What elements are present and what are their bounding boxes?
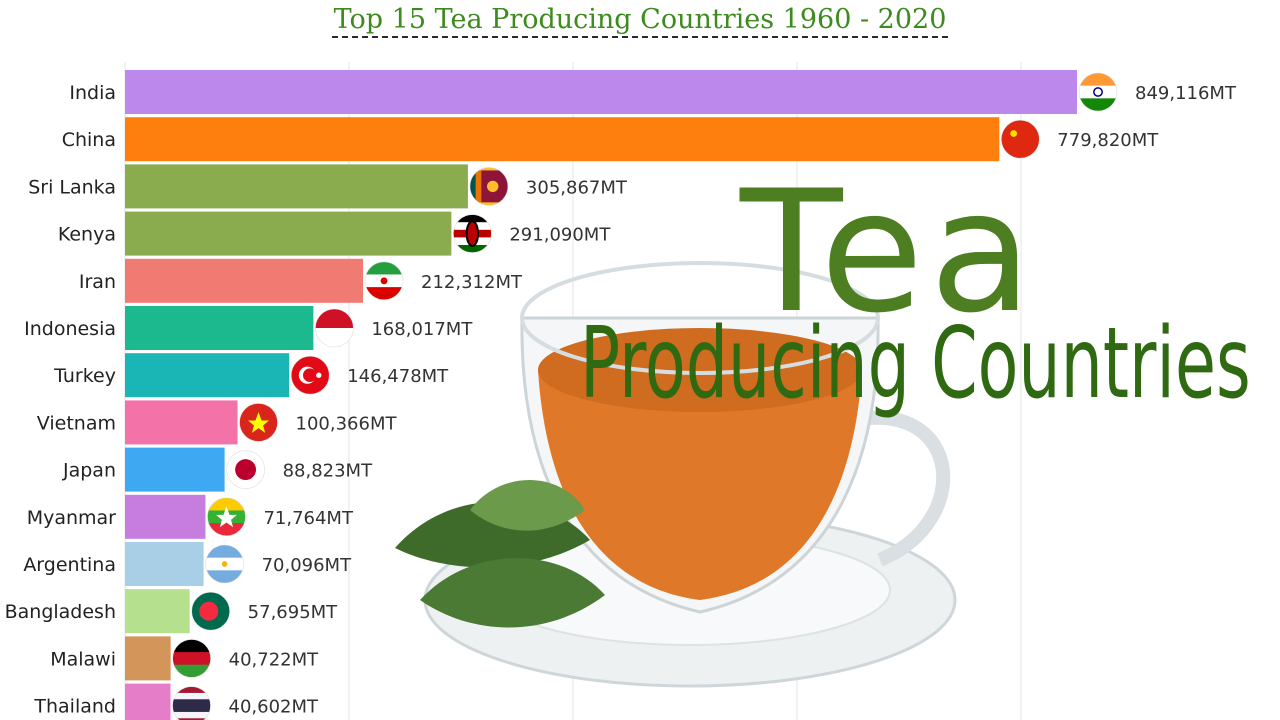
category-label: China: [62, 129, 116, 151]
value-label: 100,366MT: [296, 413, 398, 434]
turkey-flag-icon: [290, 355, 330, 395]
value-label: 40,722MT: [229, 649, 320, 670]
kenya-flag-icon: [453, 214, 492, 253]
category-label: Iran: [79, 271, 116, 293]
chart-title-wrap: Top 15 Tea Producing Countries 1960 - 20…: [0, 4, 1280, 38]
category-label: Japan: [62, 460, 116, 482]
bar: [125, 70, 1077, 114]
bar: [125, 494, 206, 539]
category-label: Indonesia: [24, 318, 116, 340]
value-label: 849,116MT: [1135, 83, 1237, 104]
bar: [125, 447, 225, 492]
india-flag-icon: [1078, 72, 1118, 112]
category-label: Turkey: [53, 365, 116, 387]
value-label: 291,090MT: [509, 225, 611, 246]
japan-flag-icon: [226, 450, 265, 489]
vietnam-flag-icon: [239, 403, 278, 442]
thailand-flag-icon: [172, 686, 211, 720]
value-label: 57,695MT: [248, 602, 339, 623]
bar: [125, 636, 171, 681]
category-label: Myanmar: [27, 507, 116, 529]
bar: [125, 400, 238, 445]
iran-flag-icon: [364, 261, 404, 301]
bar: [125, 306, 314, 350]
bar: [125, 353, 290, 398]
category-label: Sri Lanka: [28, 176, 116, 198]
bar-series: India 849,116MT China 779,820MT Sri Lanka 305…: [5, 70, 1237, 720]
value-label: 40,602MT: [229, 697, 320, 718]
indonesia-flag-icon: [315, 308, 354, 348]
value-label: 146,478MT: [347, 366, 449, 387]
chart-title: Top 15 Tea Producing Countries 1960 - 20…: [331, 4, 949, 38]
value-label: 305,867MT: [526, 177, 628, 198]
category-label: Argentina: [23, 554, 116, 576]
value-label: 88,823MT: [283, 461, 374, 482]
bar: [125, 683, 171, 720]
myanmar-flag-icon: [207, 497, 246, 537]
china-flag-icon: [1001, 119, 1040, 159]
category-label: India: [69, 82, 116, 104]
value-label: 779,820MT: [1057, 130, 1159, 151]
bangladesh-flag-icon: [191, 591, 230, 631]
category-label: Malawi: [50, 648, 116, 670]
bar: [125, 117, 1000, 162]
overlay-producing-text: Producing Countries: [580, 307, 1251, 421]
value-label: 71,764MT: [263, 508, 354, 529]
category-label: Bangladesh: [5, 601, 116, 623]
bar: [125, 164, 468, 209]
bar: [125, 258, 364, 303]
teacup-illustration: [395, 261, 957, 688]
argentina-flag-icon: [205, 544, 244, 584]
overlay-tea-text: Tea: [740, 154, 1039, 350]
malawi-flag-icon: [172, 639, 211, 678]
category-label: Vietnam: [37, 412, 116, 434]
value-label: 212,312MT: [421, 272, 523, 293]
category-label: Thailand: [33, 696, 116, 718]
bar: [125, 211, 452, 256]
sri-lanka-flag-icon: [469, 167, 509, 206]
bar: [125, 589, 190, 634]
category-label: Kenya: [58, 224, 116, 246]
value-label: 70,096MT: [262, 555, 353, 576]
bar: [125, 542, 204, 586]
value-label: 168,017MT: [371, 319, 473, 340]
